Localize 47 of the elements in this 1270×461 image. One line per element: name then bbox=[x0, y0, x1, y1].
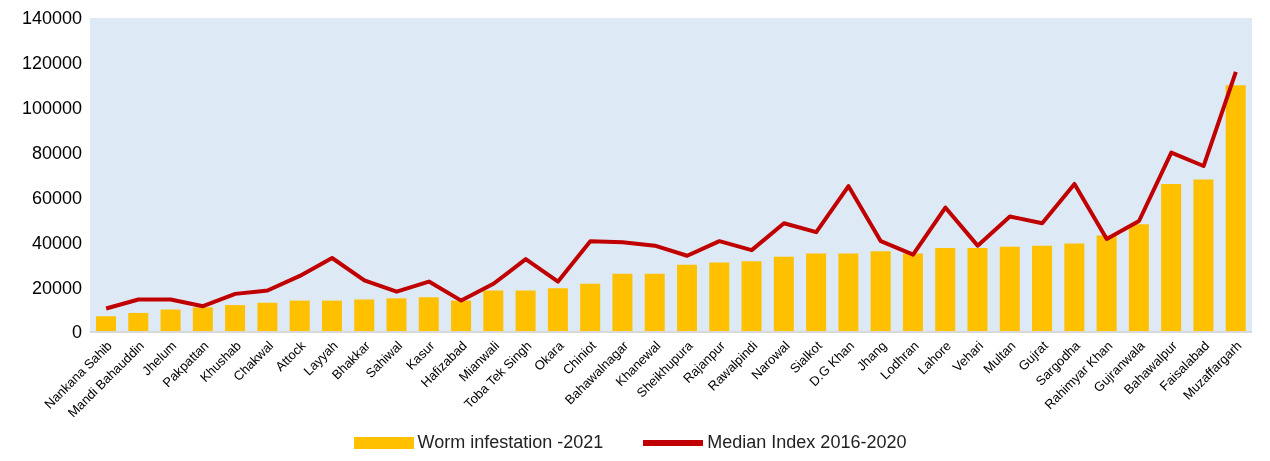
bar bbox=[547, 288, 568, 332]
legend-label: Worm infestation -2021 bbox=[417, 432, 604, 453]
y-tick-label: 20000 bbox=[31, 277, 82, 298]
bar bbox=[192, 307, 213, 332]
bar bbox=[612, 273, 633, 332]
bar bbox=[1064, 243, 1085, 332]
y-tick-label: 120000 bbox=[21, 53, 82, 74]
bar bbox=[1128, 224, 1149, 332]
line-series bbox=[104, 69, 1238, 311]
bar bbox=[451, 300, 472, 332]
bar bbox=[289, 300, 310, 332]
bar bbox=[773, 256, 794, 332]
bar bbox=[580, 283, 601, 332]
bar bbox=[967, 247, 988, 332]
y-tick-label: 140000 bbox=[21, 8, 82, 29]
bar bbox=[644, 273, 665, 332]
bar bbox=[999, 246, 1020, 332]
bar bbox=[160, 309, 181, 332]
bar bbox=[1032, 245, 1053, 332]
bar bbox=[354, 299, 375, 332]
bar bbox=[902, 253, 923, 332]
bar bbox=[935, 247, 956, 332]
bar bbox=[257, 302, 278, 332]
y-tick-label: 60000 bbox=[31, 187, 82, 208]
legend-label: Median Index 2016-2020 bbox=[707, 432, 907, 453]
bar bbox=[96, 316, 116, 332]
bar bbox=[741, 261, 762, 332]
bar bbox=[225, 305, 246, 332]
y-tick-label: 100000 bbox=[21, 98, 82, 119]
bar bbox=[838, 253, 859, 332]
bar bbox=[709, 262, 730, 332]
bar bbox=[1161, 183, 1182, 332]
bar bbox=[1193, 179, 1214, 332]
bar bbox=[515, 290, 536, 332]
bar bbox=[806, 253, 827, 332]
y-tick-label: 40000 bbox=[31, 232, 82, 253]
bar bbox=[870, 251, 891, 332]
bar bbox=[321, 300, 342, 332]
y-tick-label: 80000 bbox=[31, 142, 82, 163]
bar bbox=[483, 290, 504, 332]
y-tick-label: 0 bbox=[71, 322, 82, 343]
bar bbox=[386, 298, 407, 332]
bar bbox=[128, 312, 149, 332]
bar bbox=[677, 264, 697, 332]
bar bbox=[418, 297, 439, 332]
bar bbox=[1096, 235, 1117, 332]
bar bbox=[1225, 85, 1246, 332]
